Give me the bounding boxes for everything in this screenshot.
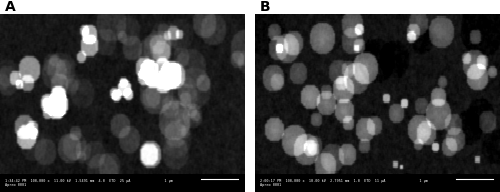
Text: B: B <box>260 0 270 14</box>
Text: 1:34:42 PM  100,000 x  11.00 kV  1.5491 mm  4.0  ETD  25 μA                1 μm
: 1:34:42 PM 100,000 x 11.00 kV 1.5491 mm … <box>5 179 173 187</box>
Text: A: A <box>5 0 15 14</box>
Text: 2:00:17 PM  100,000 x  10.00 kV  2.7951 mm  1.0  ETD  11 μA                1 μm
: 2:00:17 PM 100,000 x 10.00 kV 2.7951 mm … <box>260 179 428 187</box>
